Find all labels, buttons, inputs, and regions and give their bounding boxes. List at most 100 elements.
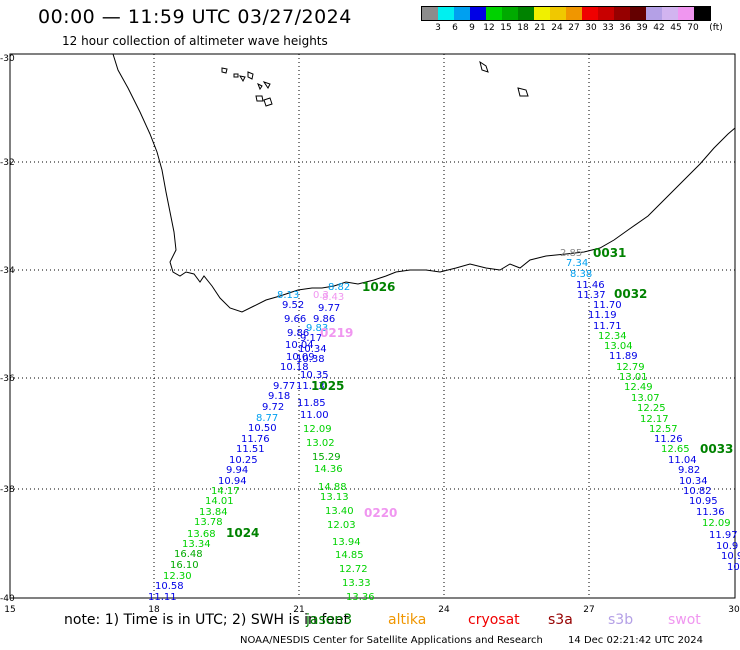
wave-height-label: 10.09: [286, 352, 315, 363]
wave-height-label: 7.34: [566, 258, 588, 269]
page-title: 00:00 — 11:59 UTC 03/27/2024: [38, 6, 352, 28]
color-swatch: [502, 7, 518, 20]
color-scale-label: 42: [653, 23, 665, 33]
pass-number-label: 1024: [226, 526, 259, 540]
color-swatch: [566, 7, 582, 20]
color-scale-label: 36: [619, 23, 631, 33]
wave-height-label: 9.17: [300, 333, 322, 344]
wave-height-label: 11.70: [593, 300, 622, 311]
wave-height-label: 12.72: [339, 564, 368, 575]
wave-height-label: 13.94: [332, 537, 361, 548]
color-swatch: [646, 7, 662, 20]
wave-height-label: 8.13: [277, 290, 299, 301]
lat-tick-label: -30: [0, 54, 15, 64]
color-scale-label: 3: [435, 23, 441, 33]
color-swatch: [694, 7, 710, 20]
color-swatch: [614, 7, 630, 20]
color-swatch: [582, 7, 598, 20]
color-scale-label: 27: [568, 23, 580, 33]
wave-height-label: 12.34: [598, 331, 627, 342]
wave-height-label: 9.86: [287, 328, 309, 339]
wave-height-label: 11.85: [297, 398, 326, 409]
wave-height-label: 9.77: [273, 381, 295, 392]
islands: [221, 60, 529, 107]
lat-tick-label: -38: [0, 485, 15, 495]
color-swatch: [486, 7, 502, 20]
wave-height-label: 9.83: [306, 323, 328, 334]
pass-number-label: 0219: [320, 326, 353, 340]
wave-height-label: 9.72: [262, 402, 284, 413]
color-swatch: [678, 7, 694, 20]
wave-height-label: 13.13: [320, 492, 349, 503]
legend-item-s3b: s3b: [608, 612, 634, 628]
wave-height-label: 12.57: [649, 424, 678, 435]
wave-height-label: 10.50: [248, 423, 277, 434]
color-scale-label: 24: [551, 23, 563, 33]
wave-height-label: 12.17: [640, 414, 669, 425]
wave-height-label: 13.34: [182, 539, 211, 550]
color-swatch: [454, 7, 470, 20]
wave-height-label: 14.85: [335, 550, 364, 561]
color-scale-label: 39: [636, 23, 648, 33]
wave-height-label: 14.36: [314, 464, 343, 475]
wave-height-label: 11.26: [654, 434, 683, 445]
lat-tick-label: -32: [0, 158, 15, 168]
legend-item-cryosat: cryosat: [468, 612, 520, 628]
pass-number-label: 1026: [362, 280, 395, 294]
wave-height-label: 16.10: [170, 560, 199, 571]
wave-height-label: 10.95: [689, 496, 718, 507]
wave-height-label: 10.94: [218, 476, 247, 487]
wave-height-label: 11.46: [576, 280, 605, 291]
pass-number-label: 0032: [614, 287, 647, 301]
wave-height-label: 10.9: [716, 541, 738, 552]
wave-height-label: 8.82: [328, 282, 350, 293]
wave-height-label: 9.77: [318, 303, 340, 314]
wave-height-label: 10.9: [721, 551, 740, 562]
wave-height-label: 11.00: [300, 410, 329, 421]
wave-height-label: 13.84: [199, 507, 228, 518]
lon-tick-label: 21: [293, 605, 304, 615]
lon-tick-label: 27: [583, 605, 594, 615]
color-scale-label: 18: [517, 23, 529, 33]
wave-height-label: 13.01: [619, 372, 648, 383]
wave-height-label: 13.36: [346, 592, 375, 603]
legend-item-swot: swot: [668, 612, 701, 628]
lat-tick-label: -40: [0, 594, 15, 604]
color-swatch: [534, 7, 550, 20]
footer: NOAA/NESDIS Center for Satellite Applica…: [240, 635, 703, 646]
wave-height-label: 12.09: [303, 424, 332, 435]
color-swatch: [438, 7, 454, 20]
wave-height-label: 10.35: [300, 370, 329, 381]
map-frame: [9, 53, 736, 599]
wave-height-label: 15.29: [312, 452, 341, 463]
color-swatch: [422, 7, 438, 20]
lon-tick-label: 30: [728, 605, 740, 615]
lon-tick-label: 24: [438, 605, 450, 615]
wave-height-label: 13.33: [342, 578, 371, 589]
lon-tick-label: 18: [148, 605, 160, 615]
wave-height-label: 8.77: [256, 413, 278, 424]
color-scale-label: 45: [670, 23, 682, 33]
color-scale-label: (ft): [709, 23, 723, 33]
color-scale-label: 15: [500, 23, 512, 33]
pass-number-label: 0031: [593, 246, 626, 260]
wave-height-label: 11.89: [609, 351, 638, 362]
wave-height-label: 10.58: [155, 581, 184, 592]
wave-height-label: 13.02: [306, 438, 335, 449]
color-scale-label: 6: [452, 23, 458, 33]
color-scale-swatches: [421, 6, 711, 21]
note-text: note: 1) Time is in UTC; 2) SWH is in fe…: [64, 612, 350, 628]
wave-height-label: 9.52: [282, 300, 304, 311]
wave-height-label: 8.43: [322, 292, 344, 303]
footer-credit: NOAA/NESDIS Center for Satellite Applica…: [240, 635, 543, 646]
wave-height-label: 12.30: [163, 571, 192, 582]
wave-height-label: 11.76: [241, 434, 270, 445]
wave-height-label: 14.17: [211, 486, 240, 497]
wave-height-label: 13.78: [194, 517, 223, 528]
page-subtitle: 12 hour collection of altimeter wave hei…: [62, 34, 328, 48]
wave-height-label: 8.38: [570, 269, 592, 280]
color-swatch: [630, 7, 646, 20]
wave-height-label: 11.11: [148, 592, 177, 603]
color-scale-label: 70: [687, 23, 699, 33]
